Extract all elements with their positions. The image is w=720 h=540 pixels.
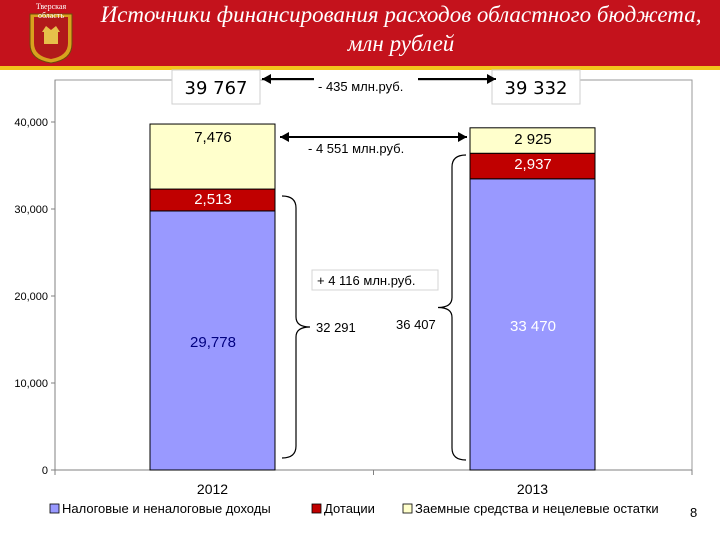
data-label: 29,778 [190,334,236,351]
bar-segment [469,127,596,154]
crest: Тверская область [22,2,80,64]
own-diff-label: + 4 116 млн.руб. [317,273,415,288]
total-box [171,69,261,105]
own-diff-box [311,269,439,291]
bar-segment [469,178,596,471]
data-label: 33 470 [510,318,556,335]
y-tick-label: 20,000 [14,291,48,303]
own-2013-label: 36 407 [396,317,436,332]
header-accent-line [0,66,720,70]
page-number: 8 [690,505,698,520]
total-label: 39 767 [185,78,248,99]
total-box [491,69,581,105]
total-label: 39 332 [505,78,568,99]
legend-label: Дотации [324,501,375,516]
data-label: 2,513 [194,191,232,208]
legend-swatch [49,503,60,514]
title-line-1: Источники финансирования расходов област… [100,2,702,27]
data-label: 2 925 [514,131,552,148]
legend-swatch [311,503,322,514]
loans-diff-label: - 4 551 млн.руб. [308,141,404,156]
bar-segment [469,152,596,180]
x-tick-label: 2012 [197,481,228,497]
total-diff-arrow-head [487,74,496,84]
page-title: Источники финансирования расходов област… [86,0,716,58]
data-label: 2,937 [514,156,552,173]
y-tick-label: 40,000 [14,117,48,129]
legend-label: Налоговые и неналоговые доходы [62,501,271,516]
legend-swatch [402,503,413,514]
y-tick-label: 0 [42,465,48,477]
title-line-2: млн рублей [347,31,455,56]
x-tick-label: 2013 [517,481,548,497]
region-label: Тверская область [35,2,67,20]
y-tick-label: 10,000 [14,378,48,390]
own-2012-label: 32 291 [316,320,356,335]
own-2012-brace [281,195,311,459]
legend-label: Заемные средства и нецелевые остатки [415,501,659,516]
data-label: 7,476 [194,129,232,146]
coat-of-arms-icon [29,13,73,64]
total-diff-bg [314,77,418,95]
bar-segment [149,210,276,471]
header-bar [0,0,720,66]
loans-diff-arrow-head [280,132,289,142]
own-2013-brace [437,154,467,461]
bar-segment [149,123,276,190]
total-diff-arrow-head [262,74,271,84]
loans-diff-arrow-head [458,132,467,142]
total-diff-label: - 435 млн.руб. [318,79,403,94]
y-tick-label: 30,000 [14,204,48,216]
